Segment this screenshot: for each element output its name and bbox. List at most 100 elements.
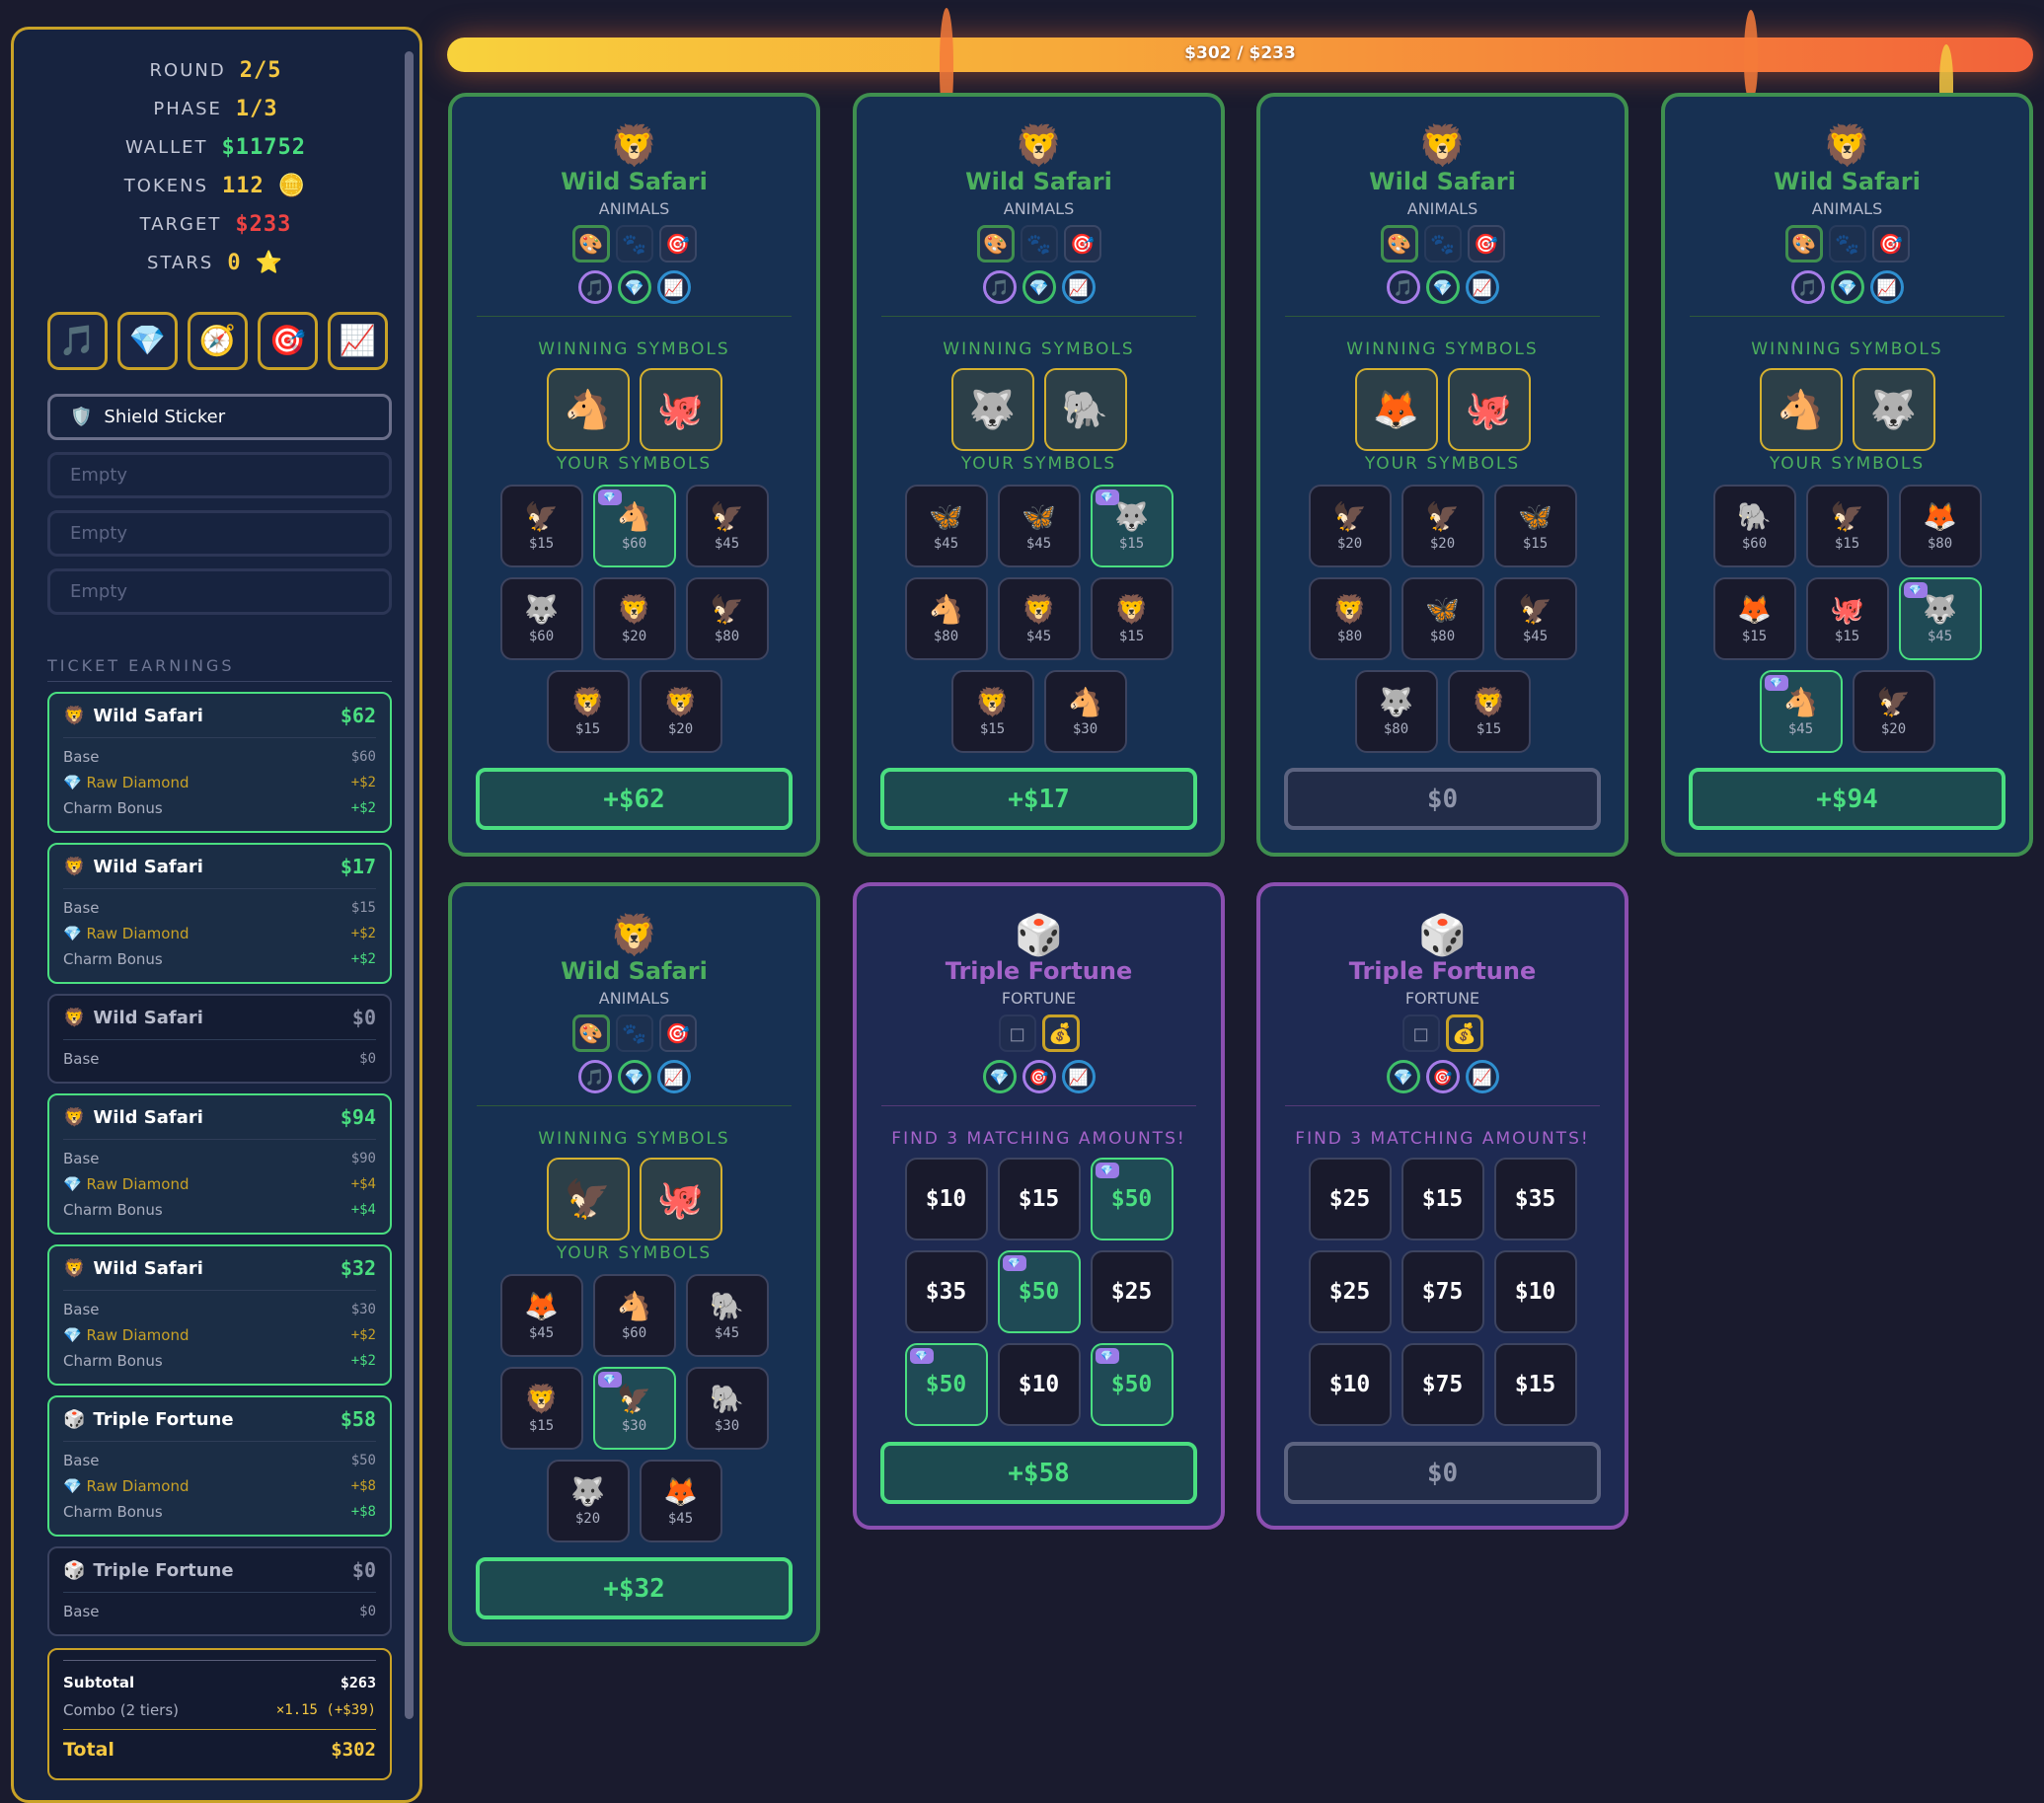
sticker-slot-shield[interactable]: 🛡️ Shield Sticker bbox=[47, 394, 392, 440]
scratch-cell[interactable]: 🦋 $15 bbox=[1493, 485, 1577, 567]
scratch-cell[interactable]: $75 bbox=[1401, 1343, 1484, 1426]
charm-slot[interactable]: 🎨 bbox=[571, 1014, 610, 1052]
earning-entry[interactable]: 🦁 Wild Safari $17 Base $15 💎 Raw Diamond +$2 Ch… bbox=[47, 843, 392, 984]
scratch-cell[interactable]: 🐴 $30 bbox=[1043, 670, 1127, 753]
scratch-cell[interactable]: 💎 🐺 $45 bbox=[1898, 577, 1982, 660]
earning-entry[interactable]: 🦁 Wild Safari $62 Base $60 💎 Raw Diamond +$2 Ch… bbox=[47, 692, 392, 833]
scratch-cell[interactable]: 🐴 $80 bbox=[904, 577, 988, 660]
scratch-cell[interactable]: 🦊 $45 bbox=[639, 1460, 722, 1542]
scratch-cell[interactable]: 🦅 $45 bbox=[685, 485, 769, 567]
ticket-card[interactable]: 🦁 Wild Safari ANIMALS 🎨 🐾 🎯 🎵 💎 📈 WINNING SYMBOLS… bbox=[1661, 93, 2033, 857]
sidebar-scrollbar[interactable] bbox=[405, 51, 414, 1719]
scratch-cell[interactable]: 🦊 $45 bbox=[499, 1274, 583, 1357]
scratch-cell[interactable]: 🦅 $20 bbox=[1308, 485, 1392, 567]
charm-slot[interactable]: 🐾 bbox=[1423, 225, 1462, 263]
scratch-cell[interactable]: 🦋 $45 bbox=[904, 485, 988, 567]
charm-slot[interactable]: 🎨 bbox=[976, 225, 1015, 263]
scratch-cell[interactable]: 🐺 $60 bbox=[499, 577, 583, 660]
scratch-cell[interactable]: 🦁 $15 bbox=[1090, 577, 1173, 660]
ticket-card[interactable]: 🦁 Wild Safari ANIMALS 🎨 🐾 🎯 🎵 💎 📈 WINNING SYMBOLS… bbox=[448, 93, 820, 857]
scratch-cell[interactable]: $10 bbox=[1493, 1250, 1577, 1333]
scratch-cell[interactable]: 🦁 $45 bbox=[997, 577, 1081, 660]
charm-slot[interactable]: 🐾 bbox=[1828, 225, 1866, 263]
charm-slot[interactable]: 🐾 bbox=[1020, 225, 1058, 263]
scratch-cell[interactable]: 🦅 $15 bbox=[499, 485, 583, 567]
ticket-card[interactable]: 🦁 Wild Safari ANIMALS 🎨 🐾 🎯 🎵 💎 📈 WINNING SYMBOLS… bbox=[1256, 93, 1628, 857]
scratch-cell[interactable]: 🐘 $30 bbox=[685, 1367, 769, 1450]
scratch-cell[interactable]: $35 bbox=[1493, 1158, 1577, 1240]
earning-entry[interactable]: 🦁 Wild Safari $0 Base $0 bbox=[47, 994, 392, 1084]
payout-button[interactable]: +$94 bbox=[1689, 768, 2006, 830]
scratch-cell[interactable]: 💎 $50 bbox=[904, 1343, 988, 1426]
sticker-slot-empty[interactable]: Empty bbox=[47, 510, 392, 557]
payout-button[interactable]: +$62 bbox=[476, 768, 793, 830]
scratch-cell[interactable]: 🦁 $20 bbox=[639, 670, 722, 753]
charm-slot[interactable]: 🎨 bbox=[1784, 225, 1823, 263]
scratch-cell[interactable]: 🦅 $20 bbox=[1401, 485, 1484, 567]
scratch-cell[interactable]: 🦅 $15 bbox=[1805, 485, 1889, 567]
scratch-cell[interactable]: 🦁 $15 bbox=[546, 670, 630, 753]
scratch-cell[interactable]: 💎 🐴 $45 bbox=[1759, 670, 1843, 753]
scratch-cell[interactable]: 🐺 $80 bbox=[1354, 670, 1438, 753]
ticket-card[interactable]: 🎲 Triple Fortune FORTUNE ◻ 💰 💎 🎯 📈 FIND 3 MATCHI… bbox=[1256, 882, 1628, 1530]
scratch-cell[interactable]: 🦁 $15 bbox=[1447, 670, 1531, 753]
charm-slot[interactable]: 🎯 bbox=[658, 1014, 697, 1052]
scratch-cell[interactable]: 💎 🐴 $60 bbox=[592, 485, 676, 567]
charm-slot[interactable]: 🎯 bbox=[1871, 225, 1910, 263]
earning-entry[interactable]: 🎲 Triple Fortune $0 Base $0 bbox=[47, 1546, 392, 1636]
scratch-cell[interactable]: 🐙 $15 bbox=[1805, 577, 1889, 660]
scratch-cell[interactable]: $10 bbox=[904, 1158, 988, 1240]
scratch-cell[interactable]: 🦊 $80 bbox=[1898, 485, 1982, 567]
scratch-cell[interactable]: 🐺 $20 bbox=[546, 1460, 630, 1542]
sticker-slot-empty[interactable]: Empty bbox=[47, 452, 392, 498]
payout-button[interactable]: $0 bbox=[1284, 1442, 1601, 1504]
payout-button[interactable]: +$58 bbox=[880, 1442, 1197, 1504]
charm-slot[interactable]: ◻ bbox=[998, 1014, 1036, 1052]
sticker-slot-empty[interactable]: Empty bbox=[47, 568, 392, 615]
scratch-cell[interactable]: $25 bbox=[1090, 1250, 1173, 1333]
scratch-cell[interactable]: 🦁 $80 bbox=[1308, 577, 1392, 660]
scratch-cell[interactable]: 🐘 $60 bbox=[1712, 485, 1796, 567]
charm-slot[interactable]: ◻ bbox=[1401, 1014, 1440, 1052]
charm-slot[interactable]: 🐾 bbox=[615, 225, 653, 263]
chart-charm-button[interactable]: 📈 bbox=[328, 312, 388, 370]
scratch-cell[interactable]: 🦅 $80 bbox=[685, 577, 769, 660]
scratch-cell[interactable]: 💎 $50 bbox=[1090, 1343, 1173, 1426]
scratch-cell[interactable]: $10 bbox=[1308, 1343, 1392, 1426]
scratch-cell[interactable]: $25 bbox=[1308, 1250, 1392, 1333]
target-charm-button[interactable]: 🎯 bbox=[258, 312, 318, 370]
earning-entry[interactable]: 🦁 Wild Safari $94 Base $90 💎 Raw Diamond +$4 Ch… bbox=[47, 1093, 392, 1235]
scratch-cell[interactable]: 🦁 $15 bbox=[950, 670, 1034, 753]
music-note-charm-button[interactable]: 🎵 bbox=[47, 312, 108, 370]
payout-button[interactable]: $0 bbox=[1284, 768, 1601, 830]
charm-slot[interactable]: 🎯 bbox=[658, 225, 697, 263]
charm-slot[interactable]: 💰 bbox=[1041, 1014, 1080, 1052]
earning-entry[interactable]: 🦁 Wild Safari $32 Base $30 💎 Raw Diamond +$2 Ch… bbox=[47, 1244, 392, 1386]
scratch-cell[interactable]: 🦁 $15 bbox=[499, 1367, 583, 1450]
scratch-cell[interactable]: 🦁 $20 bbox=[592, 577, 676, 660]
charm-slot[interactable]: 💰 bbox=[1445, 1014, 1483, 1052]
scratch-cell[interactable]: 🦋 $45 bbox=[997, 485, 1081, 567]
charm-slot[interactable]: 🐾 bbox=[615, 1014, 653, 1052]
scratch-cell[interactable]: $15 bbox=[1493, 1343, 1577, 1426]
payout-button[interactable]: +$32 bbox=[476, 1557, 793, 1619]
scratch-cell[interactable]: 💎 $50 bbox=[1090, 1158, 1173, 1240]
scratch-cell[interactable]: 🦅 $20 bbox=[1852, 670, 1935, 753]
scratch-cell[interactable]: $10 bbox=[997, 1343, 1081, 1426]
scratch-cell[interactable]: 💎 🦅 $30 bbox=[592, 1367, 676, 1450]
scratch-cell[interactable]: $75 bbox=[1401, 1250, 1484, 1333]
ticket-card[interactable]: 🦁 Wild Safari ANIMALS 🎨 🐾 🎯 🎵 💎 📈 WINNING SYMBOLS… bbox=[448, 882, 820, 1646]
scratch-cell[interactable]: 🐴 $60 bbox=[592, 1274, 676, 1357]
scratch-cell[interactable]: 💎 $50 bbox=[997, 1250, 1081, 1333]
scratch-cell[interactable]: 🦊 $15 bbox=[1712, 577, 1796, 660]
scratch-cell[interactable]: $25 bbox=[1308, 1158, 1392, 1240]
charm-slot[interactable]: 🎯 bbox=[1467, 225, 1505, 263]
diamond-charm-button[interactable]: 💎 bbox=[117, 312, 178, 370]
scratch-cell[interactable]: 🦋 $80 bbox=[1401, 577, 1484, 660]
charm-slot[interactable]: 🎨 bbox=[1380, 225, 1418, 263]
scratch-cell[interactable]: 💎 🐺 $15 bbox=[1090, 485, 1173, 567]
ticket-card[interactable]: 🦁 Wild Safari ANIMALS 🎨 🐾 🎯 🎵 💎 📈 WINNING SYMBOLS… bbox=[853, 93, 1225, 857]
earning-entry[interactable]: 🎲 Triple Fortune $58 Base $50 💎 Raw Diamond +$… bbox=[47, 1395, 392, 1537]
scratch-cell[interactable]: $35 bbox=[904, 1250, 988, 1333]
scratch-cell[interactable]: 🦅 $45 bbox=[1493, 577, 1577, 660]
